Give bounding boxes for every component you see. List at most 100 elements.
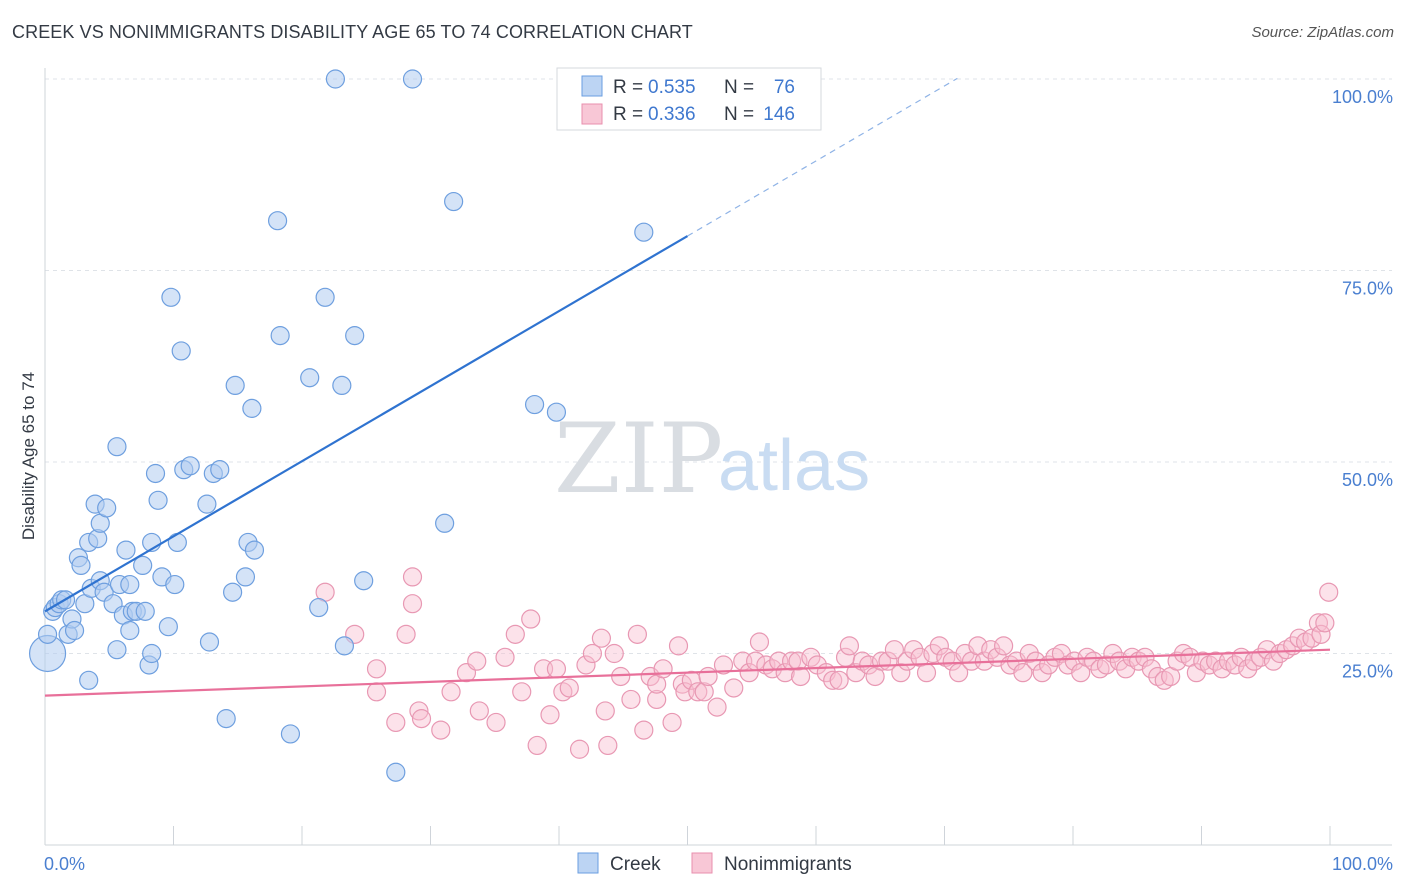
nonimmigrants-point: [647, 689, 667, 710]
nonimmigrants-point: [366, 682, 387, 702]
nonimmigrants-point: [707, 697, 727, 717]
creek-point: [116, 540, 136, 560]
nonimmigrants-point: [611, 666, 631, 687]
nonimmigrants-point: [1083, 651, 1104, 671]
nonimmigrants-point: [994, 636, 1014, 656]
nonimmigrants-point: [569, 739, 590, 759]
creek-point: [120, 574, 140, 595]
y-tick-label: 50.0%: [1342, 470, 1393, 490]
creek-legend-swatch: [581, 75, 603, 97]
nonimmigrants-point: [1141, 659, 1161, 679]
creek-point: [71, 555, 91, 576]
source-label: Source: ZipAtlas.com: [1251, 24, 1394, 41]
series-legend: Creek Nonimmigrants: [577, 852, 852, 875]
nonimmigrants-point: [749, 632, 770, 652]
creek-point: [300, 368, 320, 388]
nonimmigrants-point: [981, 640, 1001, 660]
creek-series-label: Creek: [610, 854, 661, 875]
nonimmigrants-point: [790, 666, 811, 687]
nonimmigrants-point: [1311, 624, 1331, 644]
creek-point: [107, 640, 127, 660]
creek-point: [332, 375, 352, 395]
nonimmigrants-point: [1013, 663, 1033, 683]
creek-point: [325, 69, 346, 89]
nonimmigrants-point: [662, 712, 682, 733]
nonimmigrants-point: [923, 643, 943, 664]
watermark-atlas: atlas: [718, 426, 870, 506]
nonimmigrants-point: [1096, 655, 1117, 675]
nonimmigrants-point: [402, 567, 423, 587]
creek-point: [142, 643, 162, 664]
creek-point: [345, 326, 365, 346]
creek-point: [334, 636, 355, 656]
nonimmigrants-point: [1064, 651, 1084, 671]
nonimmigrants-r-value: 0.336: [648, 104, 696, 125]
creek-point: [524, 394, 545, 415]
creek-point: [280, 724, 301, 744]
nonimmigrants-point: [653, 659, 673, 679]
nonimmigrants-point: [591, 628, 612, 648]
nonimmigrants-trend-line: [44, 648, 1331, 697]
nonimmigrants-series-swatch: [691, 852, 713, 874]
creek-point: [120, 620, 140, 641]
nonimmigrants-point: [688, 682, 708, 702]
creek-series-swatch: [577, 852, 599, 874]
nonimmigrants-point: [1308, 613, 1329, 633]
creek-point: [267, 211, 288, 231]
y-tick-label: 100.0%: [1332, 87, 1393, 107]
nonimmigrants-point: [668, 636, 689, 656]
creek-point: [270, 326, 290, 346]
nonimmigrants-point: [1315, 613, 1335, 633]
y-tick-label: 25.0%: [1342, 662, 1393, 682]
nonimmigrants-point: [1019, 643, 1039, 664]
creek-point: [225, 375, 245, 395]
nonimmigrants-r-label: R =: [613, 104, 643, 125]
gridlines: [45, 78, 1392, 654]
nonimmigrants-point: [627, 624, 647, 644]
nonimmigrants-point: [634, 720, 654, 740]
nonimmigrants-point: [402, 594, 423, 614]
nonimmigrants-legend-swatch: [581, 103, 603, 125]
nonimmigrants-point: [739, 663, 759, 683]
creek-point: [402, 69, 423, 89]
creek-point: [158, 617, 178, 637]
creek-point: [165, 574, 185, 595]
creek-point: [242, 398, 262, 418]
creek-point: [634, 222, 654, 242]
nonimmigrants-point: [916, 663, 937, 683]
creek-point: [210, 460, 230, 480]
nonimmigrants-point: [527, 735, 547, 756]
nonimmigrants-point: [467, 651, 487, 671]
creek-n-label: N =: [724, 77, 754, 98]
nonimmigrants-point: [694, 682, 714, 702]
watermark-zip: ZIP: [554, 403, 723, 515]
nonimmigrants-point: [788, 651, 808, 671]
nonimmigrants-point: [495, 647, 515, 667]
nonimmigrants-point: [431, 720, 451, 740]
nonimmigrants-point: [929, 636, 949, 656]
nonimmigrants-point: [698, 666, 718, 687]
creek-point: [546, 402, 567, 422]
creek-point: [107, 437, 127, 457]
creek-point: [37, 624, 58, 644]
nonimmigrants-point: [576, 655, 596, 675]
nonimmigrants-point: [598, 735, 618, 756]
nonimmigrants-point: [713, 655, 734, 675]
creek-point: [216, 709, 236, 729]
nonimmigrants-points: [315, 567, 1339, 759]
creek-point: [133, 555, 153, 576]
nonimmigrants-n-label: N =: [724, 104, 754, 125]
creek-point: [64, 620, 85, 641]
creek-r-label: R =: [613, 77, 643, 98]
axes: [44, 68, 1392, 846]
creek-point: [148, 490, 168, 510]
nonimmigrants-point: [486, 712, 506, 733]
nonimmigrants-point: [546, 659, 567, 679]
creek-point: [309, 597, 329, 618]
creek-point: [145, 463, 166, 484]
chart-title: CREEK VS NONIMMIGRANTS DISABILITY AGE 65…: [12, 22, 693, 42]
watermark: ZIP atlas: [554, 403, 870, 515]
creek-point: [315, 287, 335, 307]
nonimmigrants-point: [1257, 640, 1277, 660]
